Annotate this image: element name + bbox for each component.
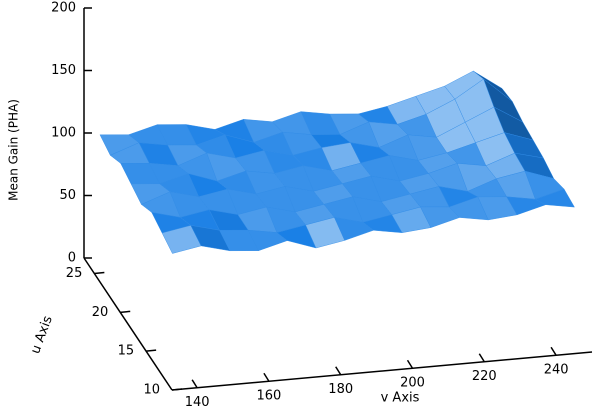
v-axis-label: v Axis: [381, 391, 420, 406]
v-axis: [171, 351, 593, 391]
v-tick-label: 180: [328, 382, 353, 397]
z-tick-label: 50: [59, 188, 76, 203]
v-tick-label: 220: [472, 369, 497, 384]
v-tick: [550, 346, 557, 356]
v-tick: [191, 379, 198, 389]
u-tick: [171, 388, 183, 391]
u-axis-label: u Axis: [28, 314, 56, 356]
v-tick-label: 140: [185, 395, 210, 409]
u-tick: [146, 349, 157, 352]
u-tick-label: 15: [118, 344, 135, 359]
v-tick-label: 200: [400, 376, 425, 391]
u-tick: [94, 271, 105, 275]
z-tick-label: 100: [51, 126, 76, 141]
v-tick: [478, 353, 485, 363]
u-tick-label: 25: [66, 266, 83, 281]
v-tick: [263, 372, 270, 382]
u-tick: [120, 310, 131, 314]
v-tick: [406, 359, 414, 369]
v-tick-label: 240: [544, 363, 569, 378]
z-axis-label: Mean Gain (PHA): [7, 99, 21, 201]
z-tick-label: 150: [51, 63, 76, 78]
surface-cell: [534, 188, 575, 208]
v-tick-label: 160: [257, 389, 282, 404]
z-tick-label: 0: [68, 251, 76, 266]
v-tick: [335, 366, 342, 376]
u-tick-label: 20: [92, 305, 109, 320]
z-tick-label: 200: [51, 1, 76, 16]
u-axis: [83, 257, 173, 391]
u-tick-label: 10: [143, 383, 160, 398]
